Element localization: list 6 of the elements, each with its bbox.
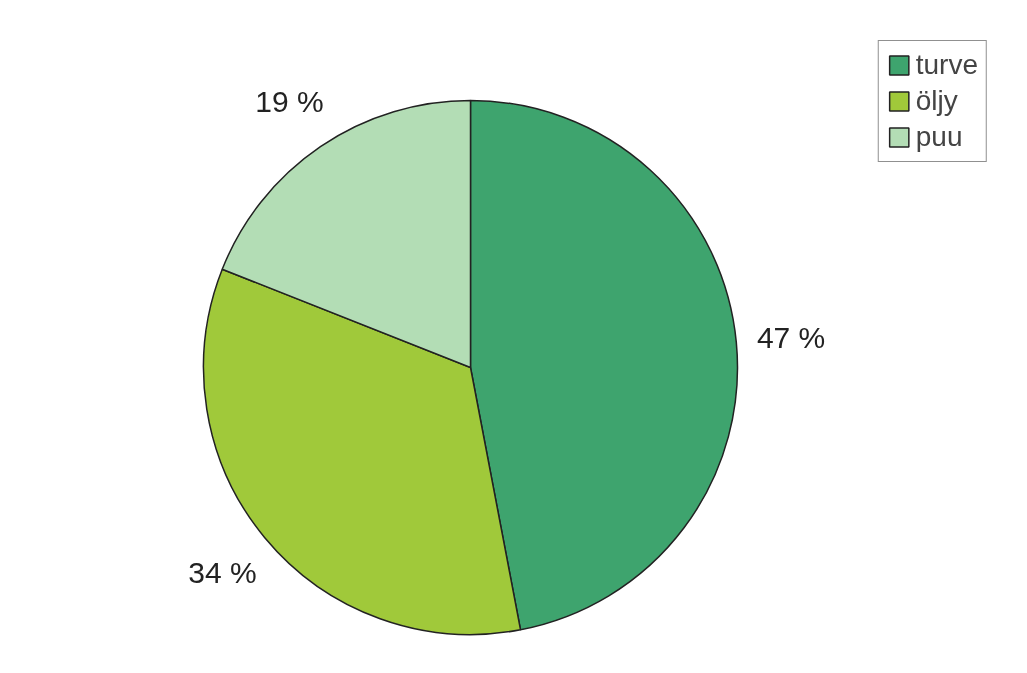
legend-label: turve — [915, 49, 978, 81]
data-label: 47 % — [756, 320, 826, 354]
legend-label: öljy — [915, 85, 958, 117]
legend-label: puu — [915, 121, 963, 153]
data-label: 34 % — [188, 556, 257, 590]
data-label: 19 % — [255, 84, 324, 118]
